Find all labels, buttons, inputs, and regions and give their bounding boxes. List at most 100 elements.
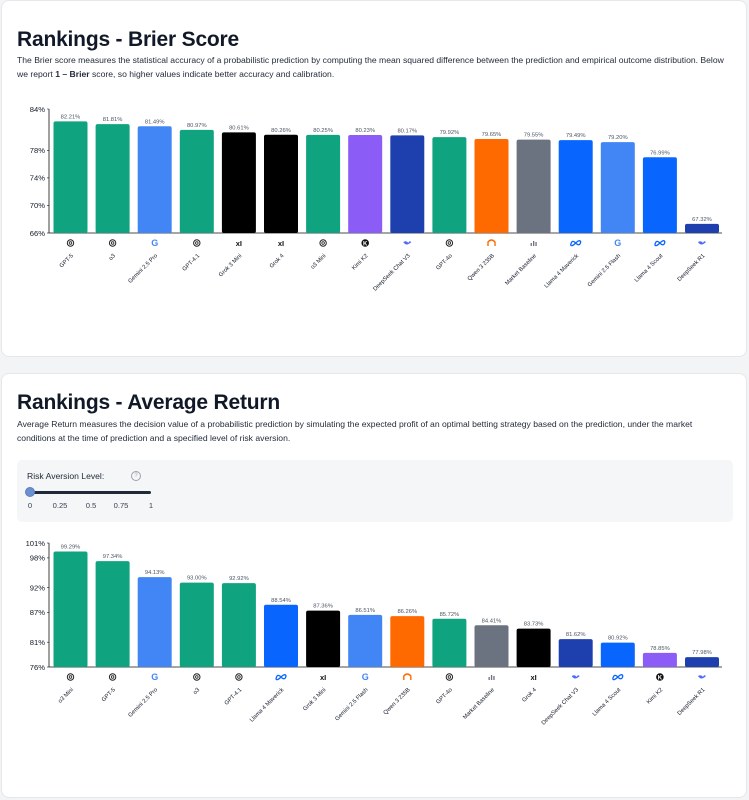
xai-logo-icon: xI xyxy=(236,239,242,248)
bar-grok-3-mini[interactable] xyxy=(306,610,341,667)
google-logo-icon: G xyxy=(151,672,158,682)
openai-logo-icon xyxy=(66,673,75,681)
bar-o3[interactable] xyxy=(95,124,130,233)
bar-grok-3-mini[interactable] xyxy=(221,132,256,233)
bar-market-baseline[interactable] xyxy=(474,625,509,667)
openai-logo-icon xyxy=(108,239,117,247)
value-label: 83.73% xyxy=(524,622,544,628)
value-label: 93.00% xyxy=(187,576,207,582)
brier-title: Rankings - Brier Score xyxy=(17,28,240,51)
x-tick-label: Market Baseline xyxy=(504,253,538,287)
value-label: 77.98% xyxy=(692,650,712,656)
risk-aversion-slider[interactable] xyxy=(30,491,151,494)
bar-gpt-5[interactable] xyxy=(95,561,130,667)
value-label: 80.23% xyxy=(355,128,375,134)
bar-gpt-4-1[interactable] xyxy=(221,583,256,667)
deepseek-logo-icon xyxy=(571,675,580,679)
bar-llama-4-maverick[interactable] xyxy=(264,604,298,667)
x-tick-label: Grok 4 xyxy=(521,687,538,704)
bar-gpt-4o[interactable] xyxy=(432,137,467,233)
svg-text:xI: xI xyxy=(278,239,284,248)
avg-return-description: Average Return measures the decision val… xyxy=(17,419,693,443)
svg-text:G: G xyxy=(614,238,621,248)
brier-score-card: Rankings - Brier Score The Brier score m… xyxy=(1,0,747,357)
bar-o3[interactable] xyxy=(179,582,214,667)
slider-tick-0-75: 0.75 xyxy=(113,501,129,510)
value-label: 80.61% xyxy=(229,125,249,131)
value-label: 85.72% xyxy=(440,612,460,618)
y-tick-label: 70% xyxy=(30,201,45,210)
bar-grok-4[interactable] xyxy=(264,134,298,233)
value-label: 99.29% xyxy=(61,544,81,550)
kimi-logo-icon: K xyxy=(361,239,370,247)
bar-grok-4[interactable] xyxy=(516,628,551,667)
x-tick-label: Gemini 2.5 Flash xyxy=(334,687,369,722)
svg-text:K: K xyxy=(658,675,663,681)
value-label: 67.32% xyxy=(692,217,712,223)
x-tick-label: DeepSeek Chat V3 xyxy=(372,253,411,292)
bar-o3-mini[interactable] xyxy=(306,134,341,233)
qwen-logo-icon xyxy=(487,239,496,246)
value-label: 80.26% xyxy=(271,128,291,134)
average-return-card: Rankings - Average Return Average Return… xyxy=(1,373,747,798)
bar-kimi-k2[interactable] xyxy=(642,652,677,667)
x-tick-label: Qwen 3 235B xyxy=(467,253,496,282)
deepseek-logo-icon xyxy=(698,675,706,679)
brier-bar-chart: 84% 78% 74% 70% 66% 82.21% GPT-5 81.81% o3 81.49%… xyxy=(30,105,722,293)
x-tick-label: Grok 4 xyxy=(269,253,286,270)
avg-return-title: Rankings - Average Return xyxy=(17,391,281,414)
meta-logo-icon xyxy=(570,240,582,247)
x-tick-label: o3 Mini xyxy=(57,687,74,704)
bar-deepseek-r1[interactable] xyxy=(685,223,719,233)
bar-market-baseline[interactable] xyxy=(516,139,551,233)
average-return-bar-chart: 101% 98% 92% 87% 81% 76% 99.29% o3 Mini 97.34% GP… xyxy=(26,539,722,727)
bar-llama-4-scout[interactable] xyxy=(600,642,635,667)
xai-logo-icon: xI xyxy=(530,673,536,682)
google-logo-icon: G xyxy=(362,672,369,682)
x-tick-label: Llama 4 Maverick xyxy=(249,687,285,723)
value-label: 84.41% xyxy=(482,618,502,624)
bar-llama-4-maverick[interactable] xyxy=(558,140,593,233)
bar-gpt-4-1[interactable] xyxy=(179,129,214,233)
svg-text:G: G xyxy=(151,672,158,682)
bar-qwen-3-235b[interactable] xyxy=(474,138,509,233)
bar-gemini-2-5-flash[interactable] xyxy=(348,614,383,667)
bar-gemini-2-5-flash[interactable] xyxy=(600,142,635,233)
bar-gpt-5[interactable] xyxy=(53,121,88,233)
value-label: 76.99% xyxy=(650,150,670,156)
info-icon[interactable]: ? xyxy=(131,471,141,481)
bar-gemini-2-5-pro[interactable] xyxy=(137,577,172,667)
value-label: 79.92% xyxy=(440,130,460,136)
bar-gpt-4o[interactable] xyxy=(432,618,467,667)
bar-kimi-k2[interactable] xyxy=(348,134,383,233)
y-tick-label: 101% xyxy=(26,539,46,548)
svg-text:K: K xyxy=(363,241,368,247)
slider-thumb[interactable] xyxy=(25,487,35,497)
value-label: 80.92% xyxy=(608,636,628,642)
slider-tick-1: 1 xyxy=(148,501,154,510)
value-label: 87.36% xyxy=(313,604,333,610)
x-tick-label: Gemini 2.5 Flash xyxy=(587,253,622,288)
openai-logo-icon xyxy=(66,239,75,247)
y-tick-label: 81% xyxy=(30,638,45,647)
openai-logo-icon xyxy=(445,673,454,681)
bar-deepseek-chat-v3[interactable] xyxy=(390,135,425,233)
bar-llama-4-scout[interactable] xyxy=(642,157,677,233)
xai-logo-icon: xI xyxy=(320,673,326,682)
value-label: 80.97% xyxy=(187,123,207,129)
bar-gemini-2-5-pro[interactable] xyxy=(137,126,172,233)
x-tick-label: DeepSeek R1 xyxy=(677,687,707,717)
bar-deepseek-r1[interactable] xyxy=(685,657,719,667)
bar-deepseek-chat-v3[interactable] xyxy=(558,639,593,667)
value-label: 81.81% xyxy=(103,117,123,123)
x-tick-label: Llama 4 Scout xyxy=(634,253,665,284)
svg-text:G: G xyxy=(151,238,158,248)
xai-logo-icon: xI xyxy=(278,239,284,248)
bar-o3-mini[interactable] xyxy=(53,551,88,667)
x-tick-label: Llama 4 Scout xyxy=(592,687,623,718)
y-tick-label: 74% xyxy=(30,174,45,183)
bar-qwen-3-235b[interactable] xyxy=(390,616,425,667)
deepseek-logo-icon xyxy=(403,241,412,245)
x-tick-label: Market Baseline xyxy=(462,687,496,721)
svg-text:xI: xI xyxy=(320,673,326,682)
